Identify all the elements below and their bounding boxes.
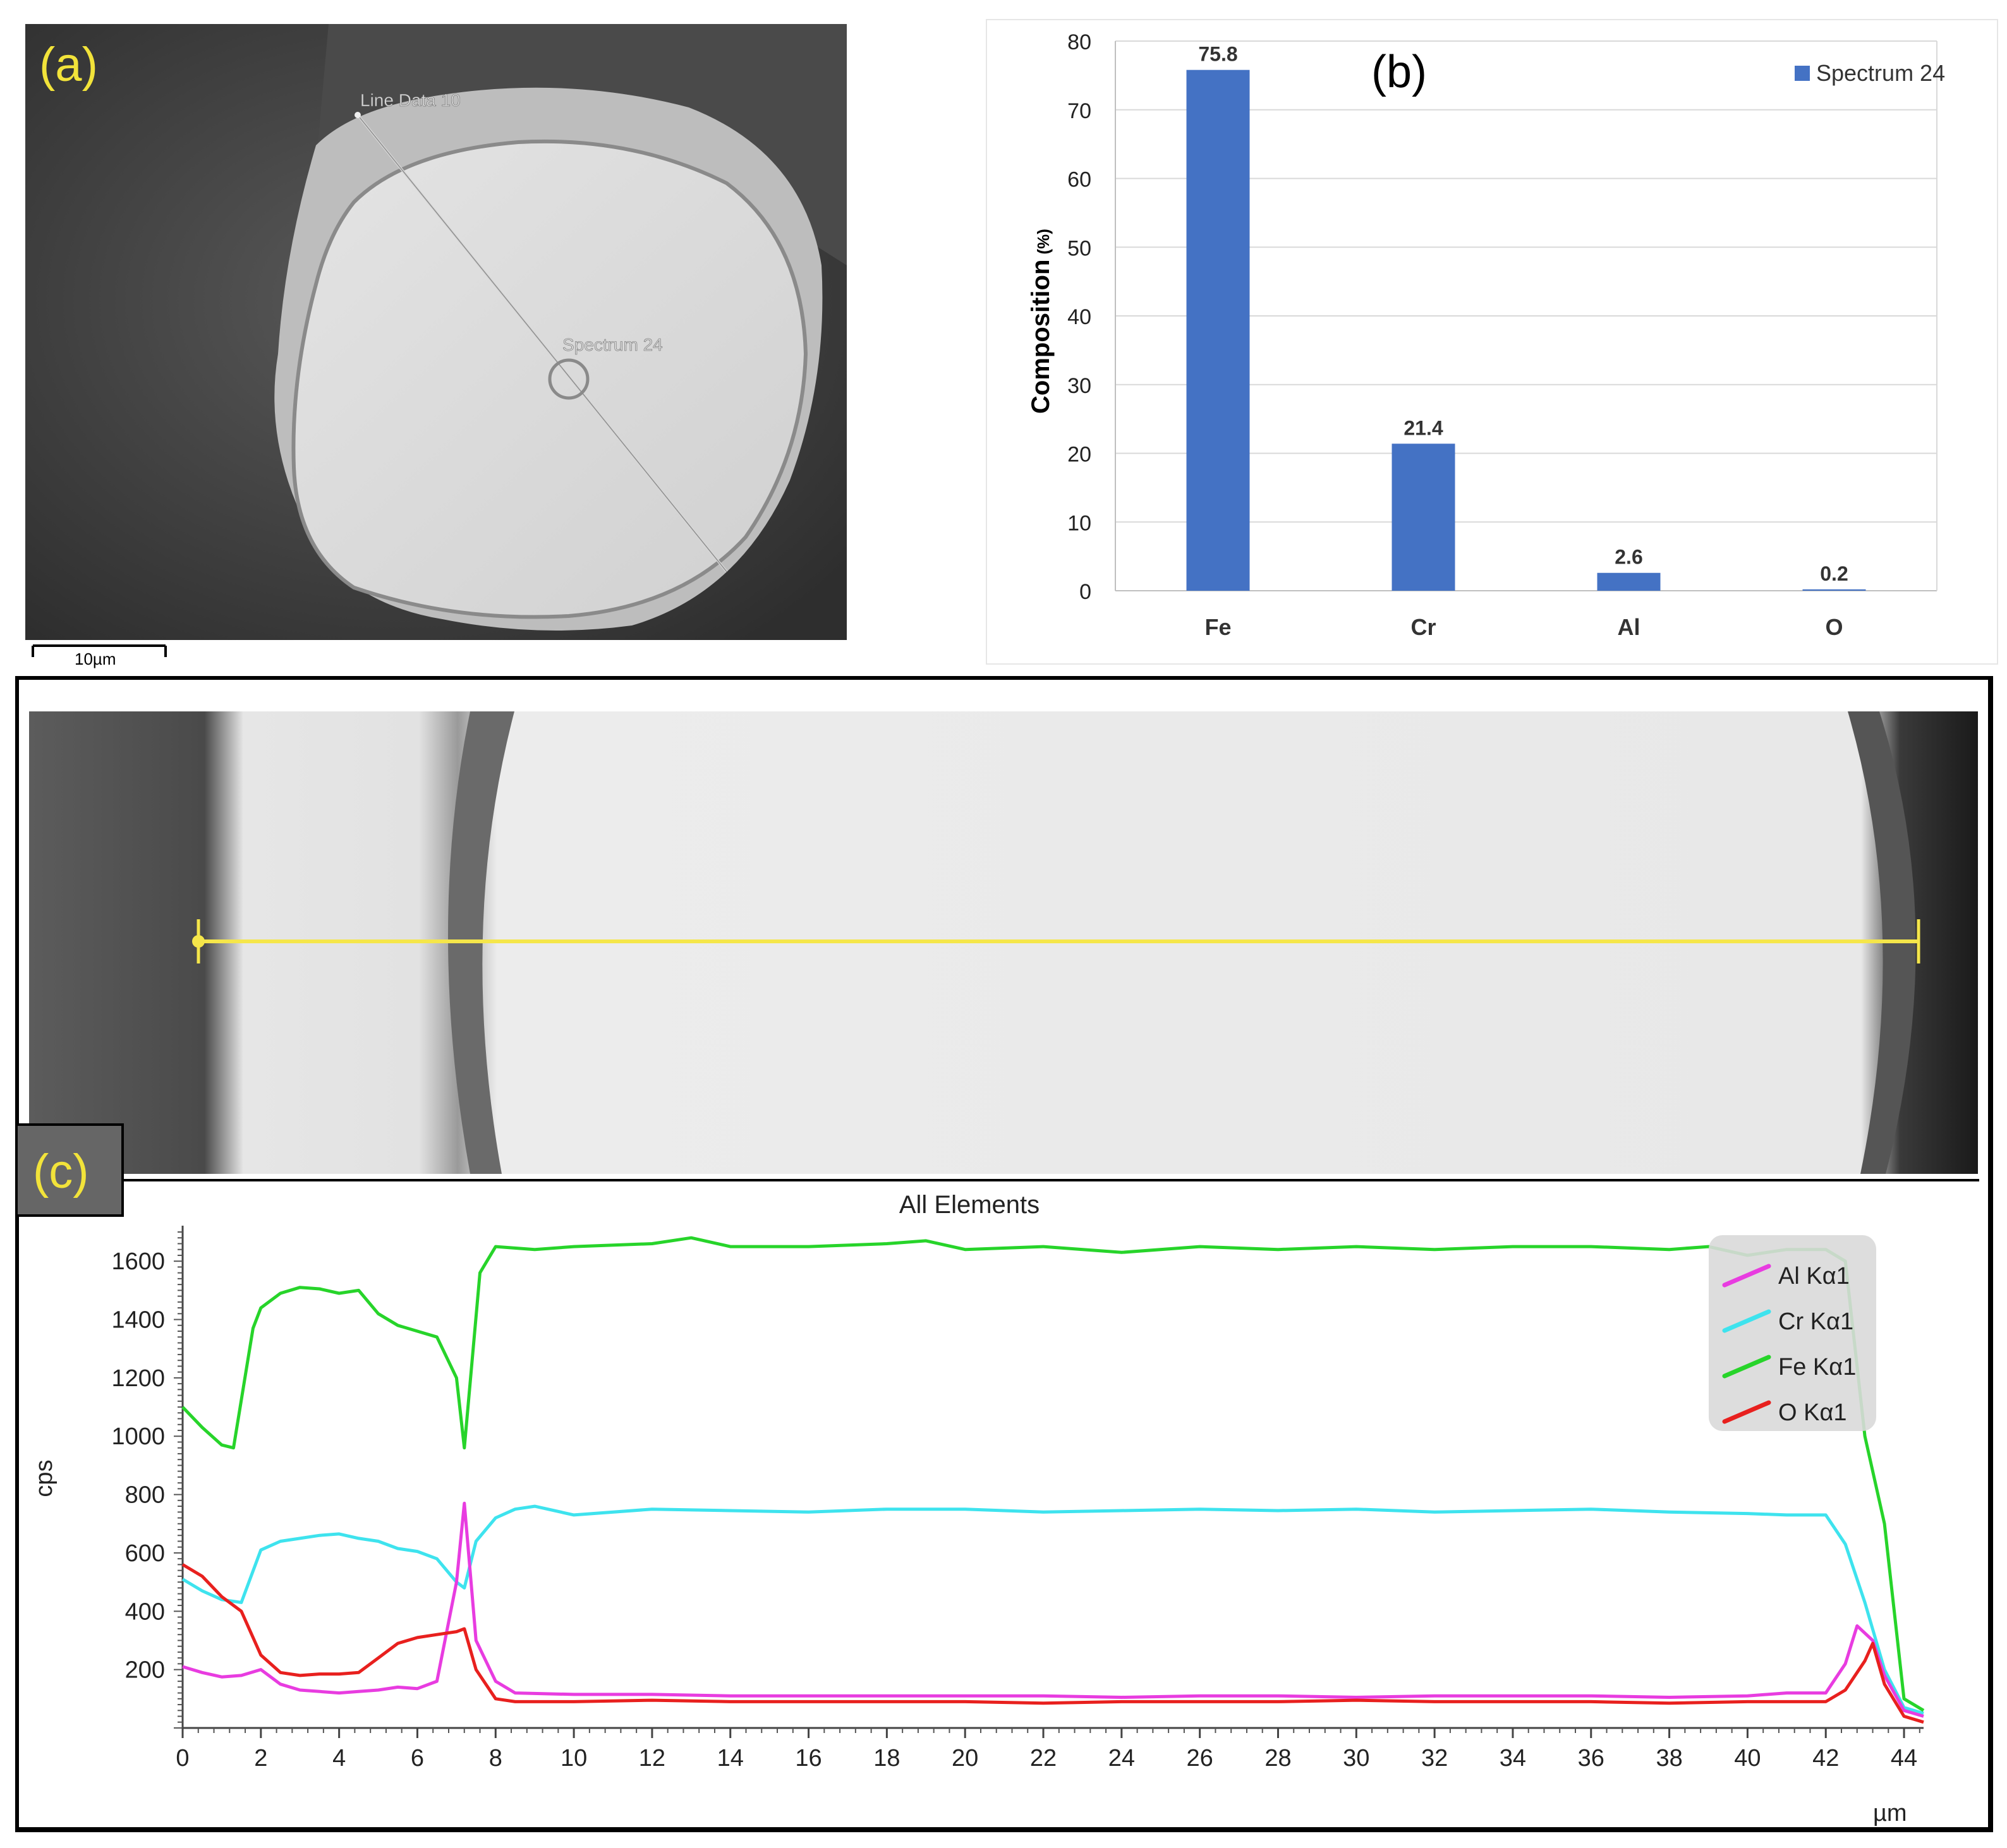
bar-category-label: Fe [1204, 614, 1231, 640]
bar-y-tick-label: 10 [1067, 511, 1091, 535]
line-y-tick-label: 200 [125, 1657, 165, 1684]
line-x-tick-label: 44 [1891, 1745, 1917, 1772]
spectrum-marker [548, 358, 590, 400]
line-x-tick-label: 4 [332, 1745, 346, 1772]
bar-y-tick-label: 60 [1067, 168, 1091, 192]
sem-image-a: Line Data 10 Spectrum 24 (a) 10µm [25, 24, 847, 668]
legend-label-spectrum-24: Spectrum 24 [1816, 60, 1945, 86]
legend-label-al: Al Kα1 [1778, 1263, 1850, 1289]
line-x-tick-label: 28 [1264, 1745, 1291, 1772]
line-x-tick-label: 26 [1187, 1745, 1213, 1772]
bar-category-label: Cr [1410, 614, 1436, 640]
bar-al [1597, 572, 1661, 591]
line-x-tick-label: 8 [489, 1745, 502, 1772]
line-y-tick-label: 1000 [111, 1423, 165, 1450]
legend-label-o: O Kα1 [1778, 1399, 1847, 1426]
line-x-tick-label: 38 [1656, 1745, 1682, 1772]
line-x-tick-label: 18 [873, 1745, 900, 1772]
line-y-tick-label: 600 [125, 1540, 165, 1567]
bar-y-tick-label: 40 [1067, 305, 1091, 329]
line-x-tick-label: 12 [639, 1745, 665, 1772]
line-x-tick-label: 42 [1812, 1745, 1839, 1772]
bar-y-tick-label: 70 [1067, 99, 1091, 123]
scale-bar-label: 10µm [75, 649, 116, 668]
line-y-tick-label: 1200 [111, 1365, 165, 1392]
legend-swatch-cr [1722, 1309, 1771, 1333]
line-x-tick-label: 32 [1421, 1745, 1448, 1772]
bar-data-label: 0.2 [1820, 562, 1848, 585]
series-line-o [181, 1563, 1924, 1724]
bar-data-label: 2.6 [1615, 546, 1642, 569]
bar-y-axis-title: Composition [1027, 260, 1055, 414]
line-x-tick-label: 36 [1578, 1745, 1604, 1772]
legend-label-fe: Fe Kα1 [1778, 1354, 1856, 1380]
bar-y-tick-label: 0 [1079, 580, 1091, 604]
bar-y-tick-label: 30 [1067, 374, 1091, 398]
line-scan-figure: (c) All Elements 20040060080010001200140… [14, 675, 1993, 1832]
line-x-tick-label: 14 [717, 1745, 744, 1772]
legend-swatch-al [1722, 1264, 1771, 1288]
bar-y-axis-label: Composition (%) [1027, 229, 1055, 414]
bar-y-tick-label: 50 [1067, 236, 1091, 260]
panel-b-label: (b) [1371, 47, 1427, 97]
legend-label-cr: Cr Kα1 [1778, 1308, 1853, 1335]
bar-o [1802, 589, 1866, 591]
legend-swatch-fe [1722, 1355, 1771, 1379]
bar-y-tick-label: 20 [1067, 443, 1091, 467]
spectrum-label: Spectrum 24 [562, 335, 663, 354]
line-x-tick-label: 40 [1734, 1745, 1761, 1772]
line-x-tick-label: 22 [1030, 1745, 1057, 1772]
line-chart-title: All Elements [899, 1191, 1040, 1219]
line-y-tick-label: 1400 [111, 1307, 165, 1334]
line-data-label: Line Data 10 [360, 90, 461, 110]
line-x-tick-label: 10 [561, 1745, 587, 1772]
line-y-tick-label: 400 [125, 1598, 165, 1625]
line-x-tick-label: 16 [795, 1745, 822, 1772]
panel-c-label: (c) [33, 1145, 89, 1199]
line-y-tick-label: 1600 [111, 1248, 165, 1275]
line-x-tick-label: 6 [411, 1745, 424, 1772]
line-x-tick-label: 2 [254, 1745, 267, 1772]
line-legend-box [1709, 1235, 1876, 1431]
bar-data-label: 75.8 [1198, 43, 1237, 66]
line-x-tick-label: 24 [1108, 1745, 1135, 1772]
line-x-tick-label: 34 [1500, 1745, 1526, 1772]
panel-b: 0 10 20 30 40 50 60 70 80 75.8 21.4 2.6 0.2 Fe Cr Al O… [986, 19, 2007, 670]
bar-fe [1186, 69, 1250, 591]
panel-c: (c) All Elements 200 400 600 800 1000 1200 140… [14, 675, 1993, 1832]
bar-cr [1392, 444, 1455, 591]
legend-swatch-spectrum-24 [1795, 66, 1810, 81]
panel-a: Line Data 10 Spectrum 24 (a) 10µm [0, 0, 986, 670]
bar-y-tick-label: 80 [1067, 30, 1091, 54]
line-x-axis-label: µm [1873, 1800, 1907, 1827]
line-y-tick-label: 800 [125, 1482, 165, 1509]
legend-swatch-o [1722, 1400, 1771, 1424]
bar-y-axis-unit: (%) [1034, 229, 1053, 254]
composition-bar-chart: 0 10 20 30 40 50 60 70 80 75.8 21.4 2.6 0.2 Fe Cr Al O… [986, 19, 1998, 665]
series-line-cr [181, 1504, 1924, 1715]
bar-category-label: O [1825, 614, 1843, 640]
bar-data-label: 21.4 [1404, 416, 1443, 439]
line-x-tick-label: 0 [176, 1745, 189, 1772]
line-x-tick-label: 20 [952, 1745, 978, 1772]
line-x-tick-label: 30 [1343, 1745, 1369, 1772]
line-y-axis-label: cps [31, 1459, 58, 1497]
bar-category-label: Al [1618, 614, 1640, 640]
series-line-al [182, 1501, 1924, 1718]
panel-a-label: (a) [39, 38, 98, 92]
